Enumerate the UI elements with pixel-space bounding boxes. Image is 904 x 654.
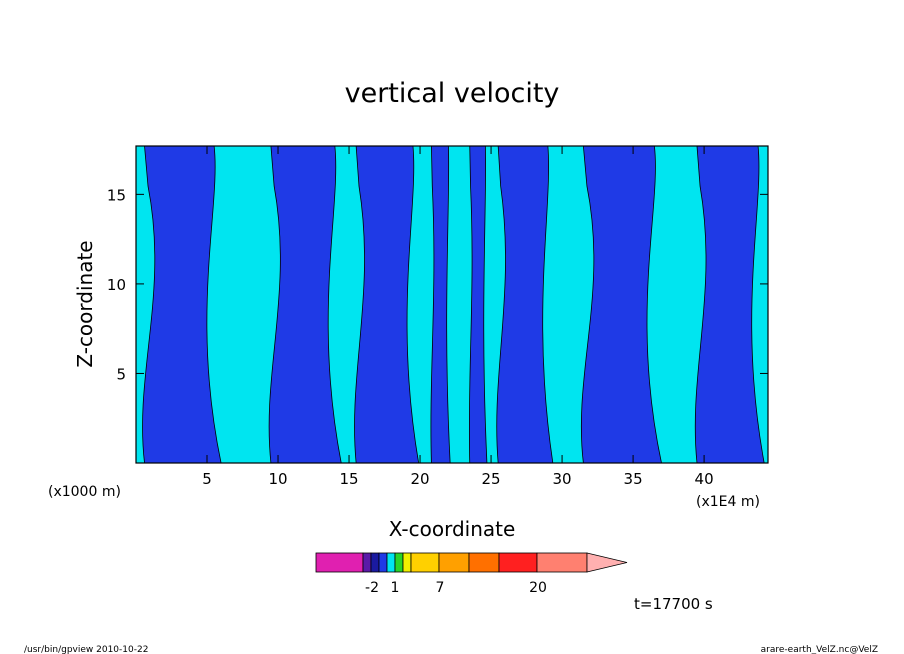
colorbar-segment [378,552,388,573]
colorbar-segment [362,552,372,573]
colorbar-segment [402,552,412,573]
colorbar-tick-label: 7 [436,580,445,596]
colorbar-segment [370,552,380,573]
updraft-region [268,146,342,463]
colorbar-tick-label: 20 [529,580,547,596]
x-unit-right: (x1E4 m) [696,494,760,510]
x-tick-label: 35 [624,470,643,488]
colorbar-tick-labels: -2 1 7 20 [365,580,547,596]
x-tick-label: 15 [339,470,358,488]
chart-title: vertical velocity [345,78,560,109]
updraft-region [430,146,451,463]
colorbar-segment [438,552,470,573]
footer-left: /usr/bin/gpview 2010-10-22 [24,645,148,654]
x-tick-label: 30 [553,470,572,488]
updraft-regions [142,146,765,463]
colorbar-segment [410,552,440,573]
x-tick-label: 25 [482,470,501,488]
field-background [136,146,768,463]
footer-right: arare-earth_VelZ.nc@VelZ [761,645,878,654]
x-axis-ticks: 5 10 15 20 25 30 35 40 [202,146,714,488]
plot-frame [135,145,769,464]
x-axis-label: X-coordinate [389,517,516,541]
colorbar-segment [536,552,588,573]
y-axis-label: Z-coordinate [73,240,97,367]
time-label: t=17700 s [634,595,713,613]
x-tick-label: 20 [410,470,429,488]
colorbar-tick-label: 1 [391,580,400,596]
colorbar-segment [315,552,364,573]
colorbar [315,552,628,573]
y-tick-label: 15 [107,186,126,204]
y-tick-label: 10 [107,276,126,294]
x-tick-label: 10 [268,470,287,488]
y-tick-label: 5 [116,365,126,383]
colorbar-segment [394,552,404,573]
colorbar-arrow [586,552,628,573]
updraft-region [496,146,554,463]
colorbar-segment [468,552,500,573]
x-tick-label: 5 [202,470,212,488]
x-unit-left: (x1000 m) [48,484,121,500]
updraft-region [354,146,420,463]
velocity-field [136,146,768,463]
updraft-region [694,146,765,463]
y-axis-ticks: 5 10 15 [107,186,768,383]
colorbar-segment [498,552,538,573]
colorbar-tick-label: -2 [365,580,379,596]
x-tick-label: 40 [695,470,714,488]
colorbar-segment [386,552,396,573]
updraft-region [468,146,488,463]
